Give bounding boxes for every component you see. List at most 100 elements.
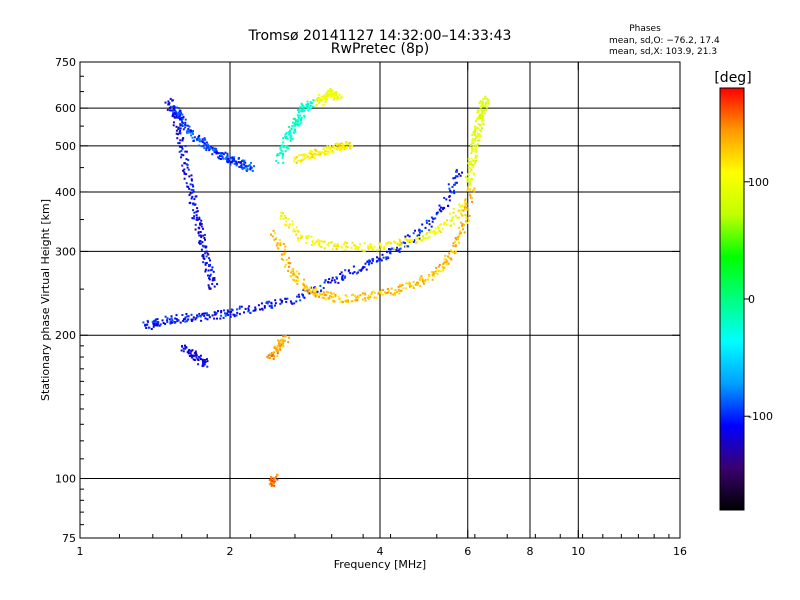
data-point bbox=[193, 136, 196, 139]
data-point bbox=[190, 188, 193, 191]
data-point bbox=[367, 244, 370, 247]
data-point bbox=[379, 292, 382, 295]
data-point bbox=[308, 288, 311, 291]
data-point bbox=[364, 297, 367, 300]
data-point bbox=[198, 240, 201, 243]
data-point bbox=[250, 166, 253, 169]
data-point bbox=[239, 161, 242, 164]
data-point bbox=[303, 153, 306, 155]
data-point bbox=[469, 182, 471, 185]
data-point bbox=[188, 175, 191, 178]
data-point bbox=[309, 107, 312, 110]
data-point bbox=[475, 159, 477, 162]
data-point bbox=[370, 293, 373, 296]
data-point bbox=[333, 97, 336, 99]
data-point bbox=[152, 325, 155, 328]
data-point bbox=[425, 219, 428, 222]
data-point bbox=[291, 125, 294, 127]
data-point bbox=[195, 316, 198, 319]
data-point bbox=[323, 293, 326, 296]
data-point bbox=[192, 316, 195, 319]
data-point bbox=[472, 159, 475, 162]
data-point bbox=[200, 223, 203, 225]
data-point bbox=[313, 156, 316, 159]
data-point bbox=[178, 145, 181, 148]
data-point bbox=[449, 257, 452, 260]
data-point bbox=[365, 268, 368, 271]
data-point bbox=[296, 277, 299, 279]
data-point bbox=[335, 91, 338, 94]
data-point bbox=[190, 318, 193, 321]
data-point bbox=[479, 124, 482, 127]
data-point bbox=[347, 299, 349, 302]
data-point bbox=[194, 354, 197, 357]
data-point bbox=[182, 350, 185, 353]
data-point bbox=[466, 177, 469, 180]
data-point bbox=[343, 148, 346, 151]
data-point bbox=[208, 277, 210, 280]
data-point bbox=[310, 153, 312, 155]
data-point bbox=[212, 270, 215, 273]
data-point bbox=[312, 105, 315, 108]
data-point bbox=[379, 243, 382, 246]
data-point bbox=[318, 240, 321, 243]
data-point bbox=[184, 316, 187, 319]
data-point bbox=[290, 301, 293, 304]
data-point bbox=[482, 105, 485, 108]
data-point bbox=[144, 323, 147, 326]
data-point bbox=[400, 244, 403, 247]
data-point bbox=[310, 235, 313, 238]
data-point bbox=[318, 243, 321, 246]
data-point bbox=[192, 130, 194, 133]
data-point bbox=[212, 149, 215, 151]
data-point bbox=[305, 105, 308, 108]
data-point bbox=[366, 296, 369, 299]
data-point bbox=[375, 296, 378, 299]
data-point bbox=[309, 286, 312, 289]
data-point bbox=[327, 291, 330, 294]
data-point bbox=[333, 94, 336, 97]
data-point bbox=[247, 310, 250, 313]
data-point bbox=[268, 478, 271, 481]
data-point bbox=[156, 324, 159, 327]
data-point bbox=[188, 125, 191, 128]
data-point bbox=[184, 347, 187, 350]
data-point bbox=[283, 265, 286, 268]
data-point bbox=[270, 305, 273, 308]
data-point bbox=[287, 261, 290, 264]
data-point bbox=[222, 316, 225, 319]
y-tick-label: 75 bbox=[62, 532, 76, 545]
data-point bbox=[344, 275, 347, 278]
data-point bbox=[273, 351, 276, 354]
data-point bbox=[181, 345, 183, 347]
data-point bbox=[287, 147, 290, 150]
data-point bbox=[282, 258, 285, 261]
data-point bbox=[476, 126, 479, 129]
data-point bbox=[452, 244, 455, 247]
data-point bbox=[454, 244, 457, 246]
data-point bbox=[481, 127, 483, 130]
data-point bbox=[459, 230, 461, 233]
data-point bbox=[435, 267, 438, 269]
data-point bbox=[211, 283, 214, 285]
data-point bbox=[393, 247, 396, 250]
data-point bbox=[364, 262, 367, 265]
data-point bbox=[194, 350, 197, 353]
data-point bbox=[442, 206, 445, 209]
data-point bbox=[203, 361, 206, 364]
data-point bbox=[218, 157, 221, 160]
data-point bbox=[183, 171, 186, 174]
data-point bbox=[308, 292, 311, 295]
data-point bbox=[325, 147, 328, 149]
data-point bbox=[182, 319, 185, 322]
data-point bbox=[212, 277, 215, 280]
data-point bbox=[431, 278, 434, 281]
data-point bbox=[152, 323, 155, 326]
data-point bbox=[202, 227, 204, 230]
data-point bbox=[216, 283, 219, 286]
data-point bbox=[329, 89, 332, 91]
data-point bbox=[456, 216, 459, 219]
data-point bbox=[468, 193, 471, 196]
data-point bbox=[364, 299, 367, 302]
data-point bbox=[252, 309, 255, 312]
